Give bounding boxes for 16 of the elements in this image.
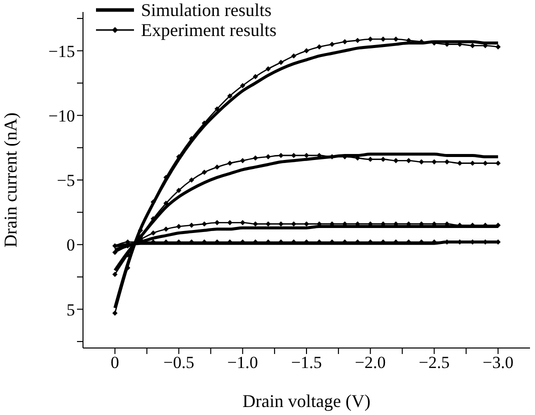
legend-label: Experiment results	[141, 20, 276, 40]
y-tick-label: 5	[66, 300, 75, 320]
x-tick-label: 0	[110, 353, 120, 372]
y-tick-label: −5	[56, 171, 75, 190]
legend-label: Simulation results	[141, 0, 272, 20]
x-axis-title: Drain voltage (V)	[242, 391, 370, 411]
x-tick-label: −0.5	[163, 353, 194, 372]
x-tick-label: −2.5	[418, 353, 450, 372]
y-axis-title: Drain current (nA)	[0, 112, 20, 248]
x-tick-label: −1.0	[227, 353, 258, 372]
x-tick-label: −3.0	[482, 353, 514, 372]
x-tick-label: −2.0	[354, 353, 386, 372]
x-tick-label: −1.5	[291, 353, 322, 372]
y-tick-label: −15	[48, 42, 75, 61]
y-tick-label: 0	[66, 236, 75, 255]
y-tick-label: −10	[48, 106, 75, 126]
